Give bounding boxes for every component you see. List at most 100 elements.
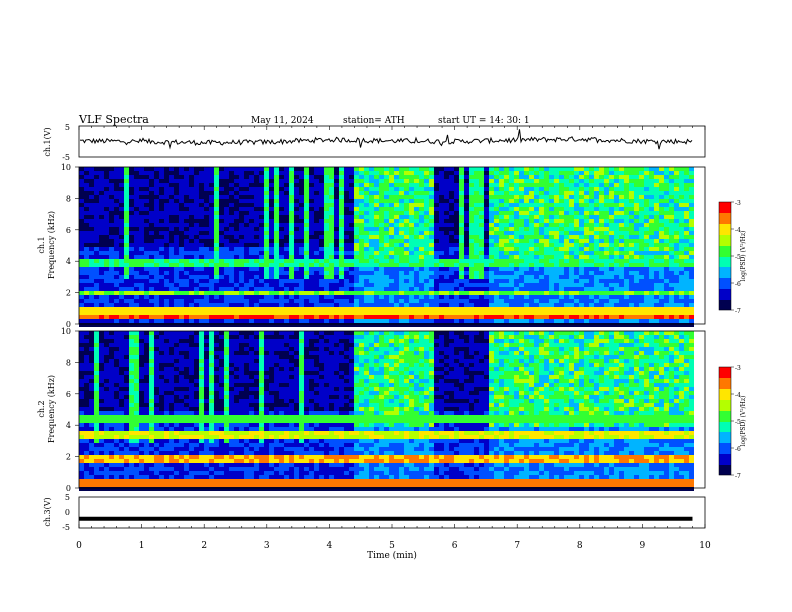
spectrogram-cell bbox=[609, 251, 614, 255]
spectrogram-cell bbox=[449, 323, 454, 327]
spectrogram-cell bbox=[529, 311, 534, 315]
spectrogram-cell bbox=[229, 259, 234, 263]
spectrogram-cell bbox=[154, 287, 159, 291]
spectrogram-cell bbox=[434, 291, 439, 295]
spectrogram-cell bbox=[234, 311, 239, 315]
spectrogram-cell bbox=[519, 223, 524, 227]
spectrogram-cell bbox=[144, 279, 149, 283]
spectrogram-cell bbox=[349, 223, 354, 227]
spectrogram-cell bbox=[159, 167, 164, 171]
spectrogram-cell bbox=[424, 319, 429, 323]
spectrogram-cell bbox=[114, 199, 119, 203]
spectrogram-cell bbox=[554, 215, 559, 219]
spectrogram-cell bbox=[469, 251, 474, 255]
spectrogram-cell bbox=[489, 279, 494, 283]
spectrogram-cell bbox=[549, 287, 554, 291]
spectrogram-cell bbox=[129, 323, 134, 327]
spectrogram-cell bbox=[174, 295, 179, 299]
spectrogram-cell bbox=[674, 179, 679, 183]
spectrogram-cell bbox=[674, 235, 679, 239]
spectrogram-cell bbox=[384, 207, 389, 211]
spectrogram-cell bbox=[154, 239, 159, 243]
spectrogram-cell bbox=[534, 183, 539, 187]
spectrogram-cell bbox=[139, 187, 144, 191]
spectrogram-cell bbox=[504, 319, 509, 323]
spectrogram-cell bbox=[354, 243, 359, 247]
spectrogram-cell bbox=[669, 247, 674, 251]
spectrogram-cell bbox=[229, 191, 234, 195]
spectrogram-cell bbox=[479, 271, 484, 275]
spectrogram-cell bbox=[104, 307, 109, 311]
spectrogram-cell bbox=[664, 303, 669, 307]
spectrogram-cell bbox=[599, 315, 604, 319]
spectrogram-cell bbox=[519, 231, 524, 235]
spectrogram-cell bbox=[599, 187, 604, 191]
spectrogram-cell bbox=[684, 303, 689, 307]
spectrogram-cell bbox=[309, 207, 314, 211]
spectrogram-cell bbox=[389, 307, 394, 311]
spectrogram-cell bbox=[359, 175, 364, 179]
spectrogram-cell bbox=[504, 199, 509, 203]
spectrogram-cell bbox=[139, 227, 144, 231]
spectrogram-cell bbox=[254, 167, 259, 171]
spectrogram-cell bbox=[564, 191, 569, 195]
spectrogram-cell bbox=[379, 251, 384, 255]
spectrogram-cell bbox=[644, 255, 649, 259]
spectrogram-cell bbox=[349, 219, 354, 223]
spectrogram-cell bbox=[374, 227, 379, 231]
spectrogram-cell bbox=[359, 287, 364, 291]
spectrogram-cell bbox=[324, 259, 329, 263]
spectrogram-cell bbox=[94, 215, 99, 219]
spectrogram-cell bbox=[614, 219, 619, 223]
spectrogram-cell bbox=[564, 299, 569, 303]
spectrogram-cell bbox=[264, 219, 269, 223]
spectrogram-cell bbox=[429, 183, 434, 187]
spectrogram-cell bbox=[654, 223, 659, 227]
spectrogram-cell bbox=[354, 275, 359, 279]
spectrogram-cell bbox=[399, 195, 404, 199]
spectrogram-cell bbox=[309, 255, 314, 259]
spectrogram-cell bbox=[274, 311, 279, 315]
spectrogram-cell bbox=[379, 283, 384, 287]
spectrogram-cell bbox=[429, 247, 434, 251]
spectrogram-cell bbox=[349, 323, 354, 327]
frequency-tick-label: 8 bbox=[66, 194, 71, 203]
spectrogram-cell bbox=[249, 231, 254, 235]
spectrogram-cell bbox=[114, 203, 119, 207]
spectrogram-cell bbox=[589, 247, 594, 251]
spectrogram-cell bbox=[294, 179, 299, 183]
spectrogram-cell bbox=[659, 299, 664, 303]
spectrogram-cell bbox=[189, 251, 194, 255]
spectrogram-cell bbox=[364, 215, 369, 219]
spectrogram-cell bbox=[609, 303, 614, 307]
spectrogram-cell bbox=[424, 295, 429, 299]
spectrogram-cell bbox=[249, 187, 254, 191]
spectrogram-cell bbox=[459, 307, 464, 311]
spectrogram-cell bbox=[604, 239, 609, 243]
spectrogram-cell bbox=[79, 247, 84, 251]
spectrogram-cell bbox=[154, 171, 159, 175]
spectrogram-cell bbox=[464, 239, 469, 243]
spectrogram-cell bbox=[424, 323, 429, 327]
spectrogram-cell bbox=[294, 315, 299, 319]
spectrogram-cell bbox=[299, 203, 304, 207]
spectrogram-cell bbox=[124, 267, 129, 271]
spectrogram-cell bbox=[454, 223, 459, 227]
spectrogram-cell bbox=[484, 251, 489, 255]
spectrogram-cell bbox=[304, 187, 309, 191]
spectrogram-cell bbox=[584, 191, 589, 195]
spectrogram-cell bbox=[294, 227, 299, 231]
spectrogram-cell bbox=[639, 295, 644, 299]
spectrogram-cell bbox=[479, 295, 484, 299]
spectrogram-cell bbox=[544, 299, 549, 303]
spectrogram-cell bbox=[324, 271, 329, 275]
spectrogram-cell bbox=[179, 315, 184, 319]
spectrogram-cell bbox=[554, 167, 559, 171]
spectrogram-cell bbox=[554, 239, 559, 243]
spectrogram-cell bbox=[174, 211, 179, 215]
spectrogram-cell bbox=[464, 259, 469, 263]
spectrogram-cell bbox=[619, 275, 624, 279]
spectrogram-cell bbox=[469, 199, 474, 203]
spectrogram-cell bbox=[279, 235, 284, 239]
spectrogram-cell bbox=[419, 235, 424, 239]
